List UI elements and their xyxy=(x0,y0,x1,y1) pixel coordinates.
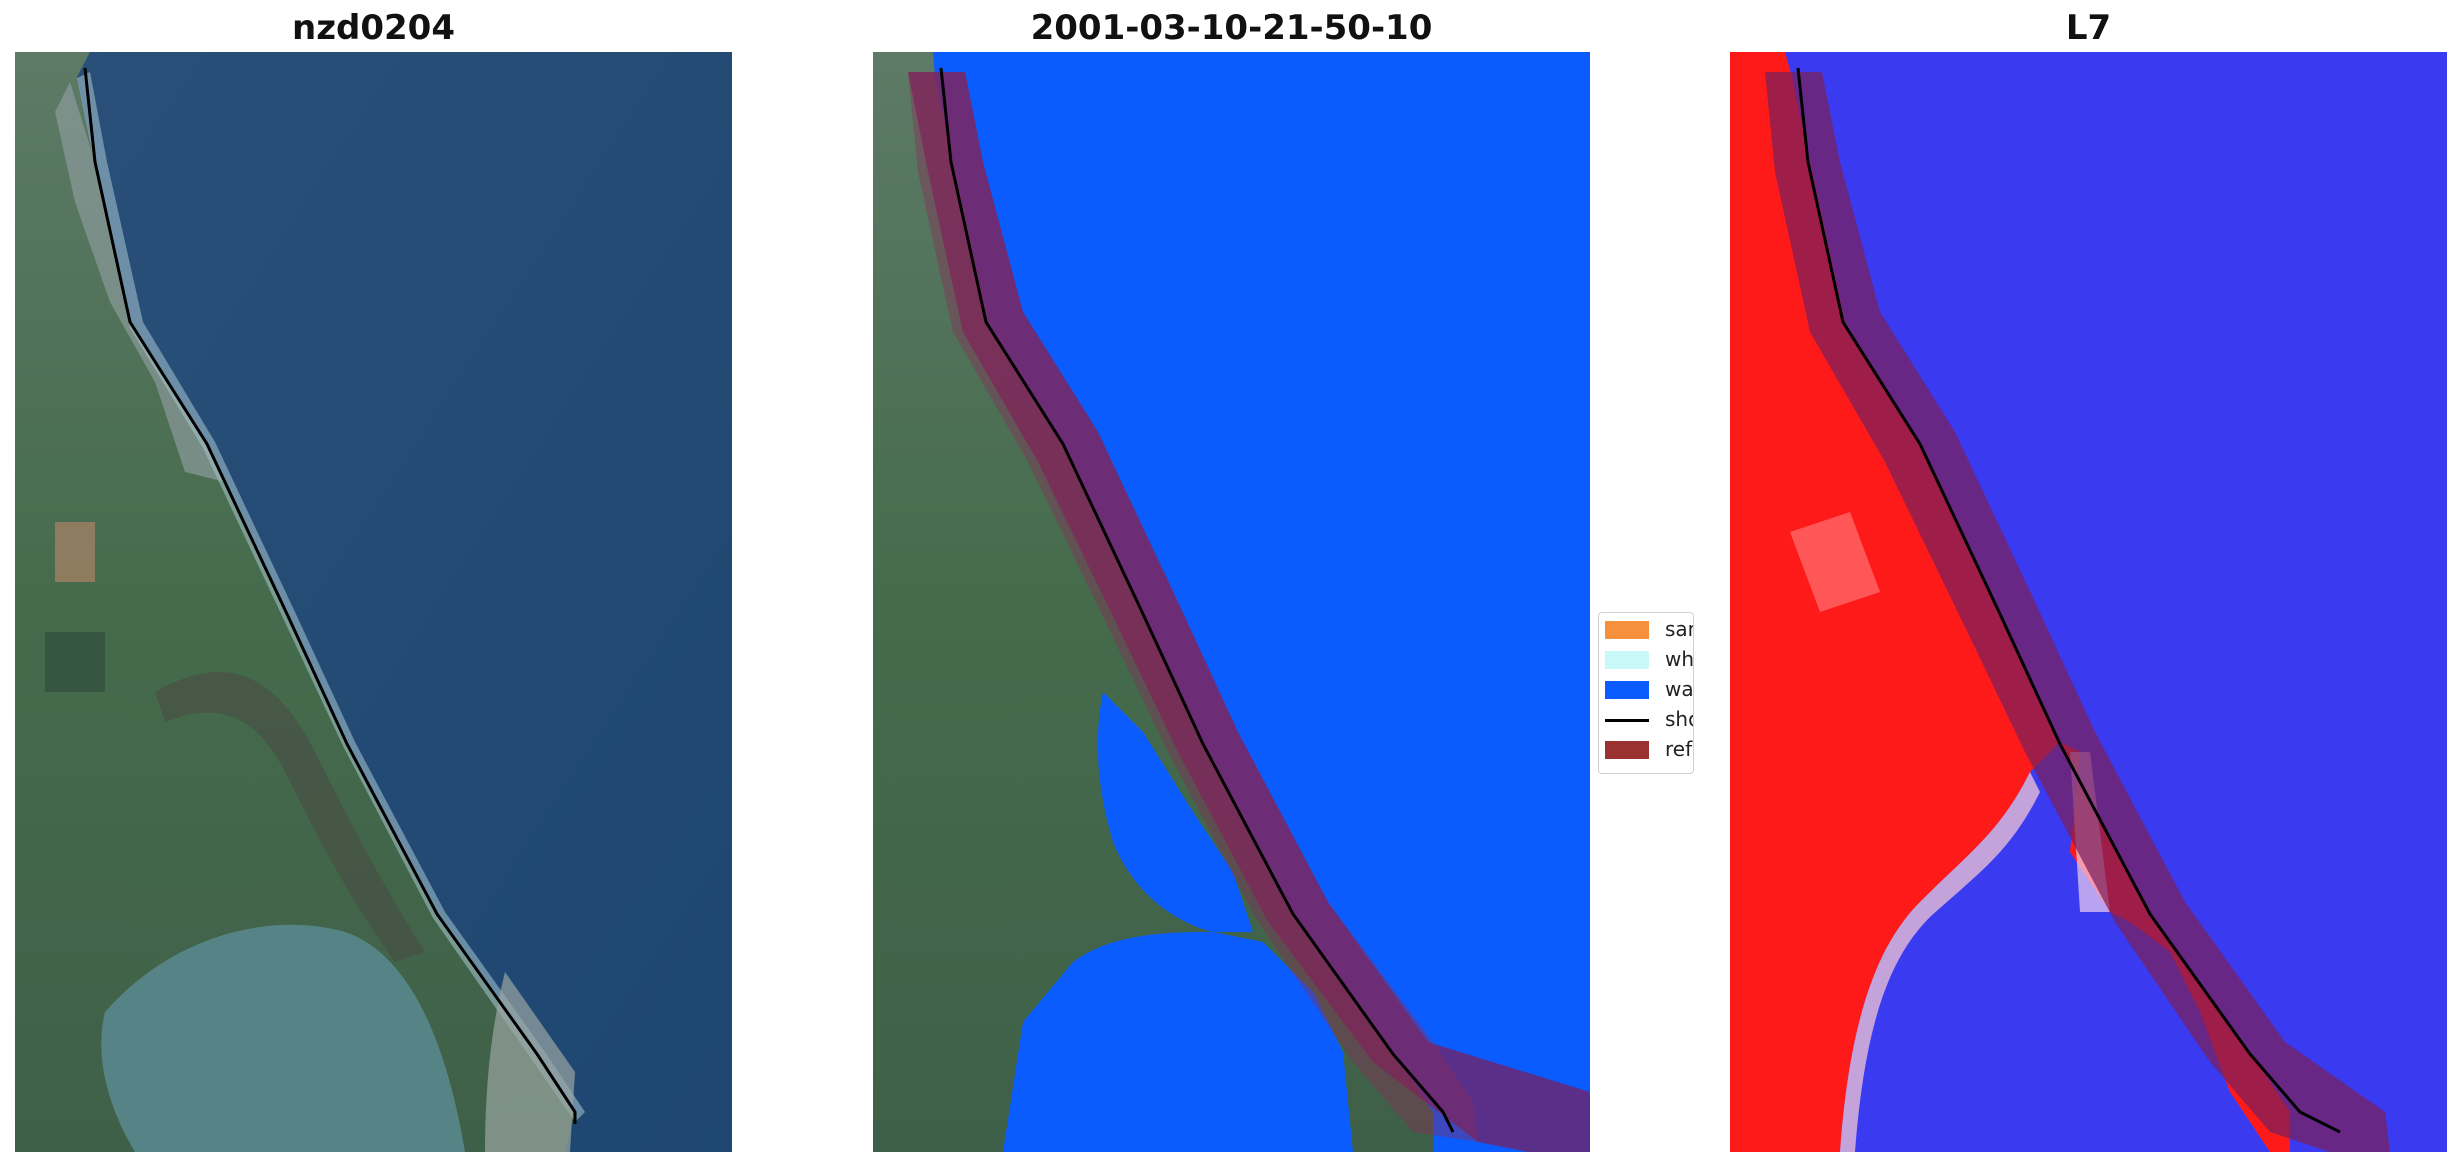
legend-swatch-whitewater xyxy=(1605,651,1649,669)
rgb-image-panel xyxy=(15,52,732,1152)
legend-swatch-sand xyxy=(1605,621,1649,639)
legend-label-reference: reference shoreline buffer xyxy=(1665,737,1693,761)
legend-item-whitewater: whitewater xyxy=(1599,643,1694,673)
classification-panel xyxy=(873,52,1590,1152)
legend-label-water: water xyxy=(1665,677,1694,701)
legend-item-water: water xyxy=(1599,673,1694,703)
legend-item-shoreline: shoreline xyxy=(1599,703,1693,733)
panel-title-classification: 2001-03-10-21-50-10 xyxy=(1030,8,1433,48)
legend-line-shoreline xyxy=(1605,719,1649,722)
legend-swatch-reference xyxy=(1605,741,1649,759)
legend-label-sand: sand xyxy=(1665,617,1693,641)
legend-item-sand: sand xyxy=(1599,613,1693,643)
panel-title-rgb: nzd0204 xyxy=(292,8,455,48)
index-panel xyxy=(1730,52,2447,1152)
legend-label-shoreline: shoreline xyxy=(1665,707,1693,731)
legend: sand whitewater water shoreline referenc… xyxy=(1598,612,1694,774)
legend-item-reference: reference shoreline buffer xyxy=(1599,733,1693,763)
legend-swatch-water xyxy=(1605,681,1649,699)
panel-title-index: L7 xyxy=(2065,8,2112,48)
legend-label-whitewater: whitewater xyxy=(1665,647,1694,671)
